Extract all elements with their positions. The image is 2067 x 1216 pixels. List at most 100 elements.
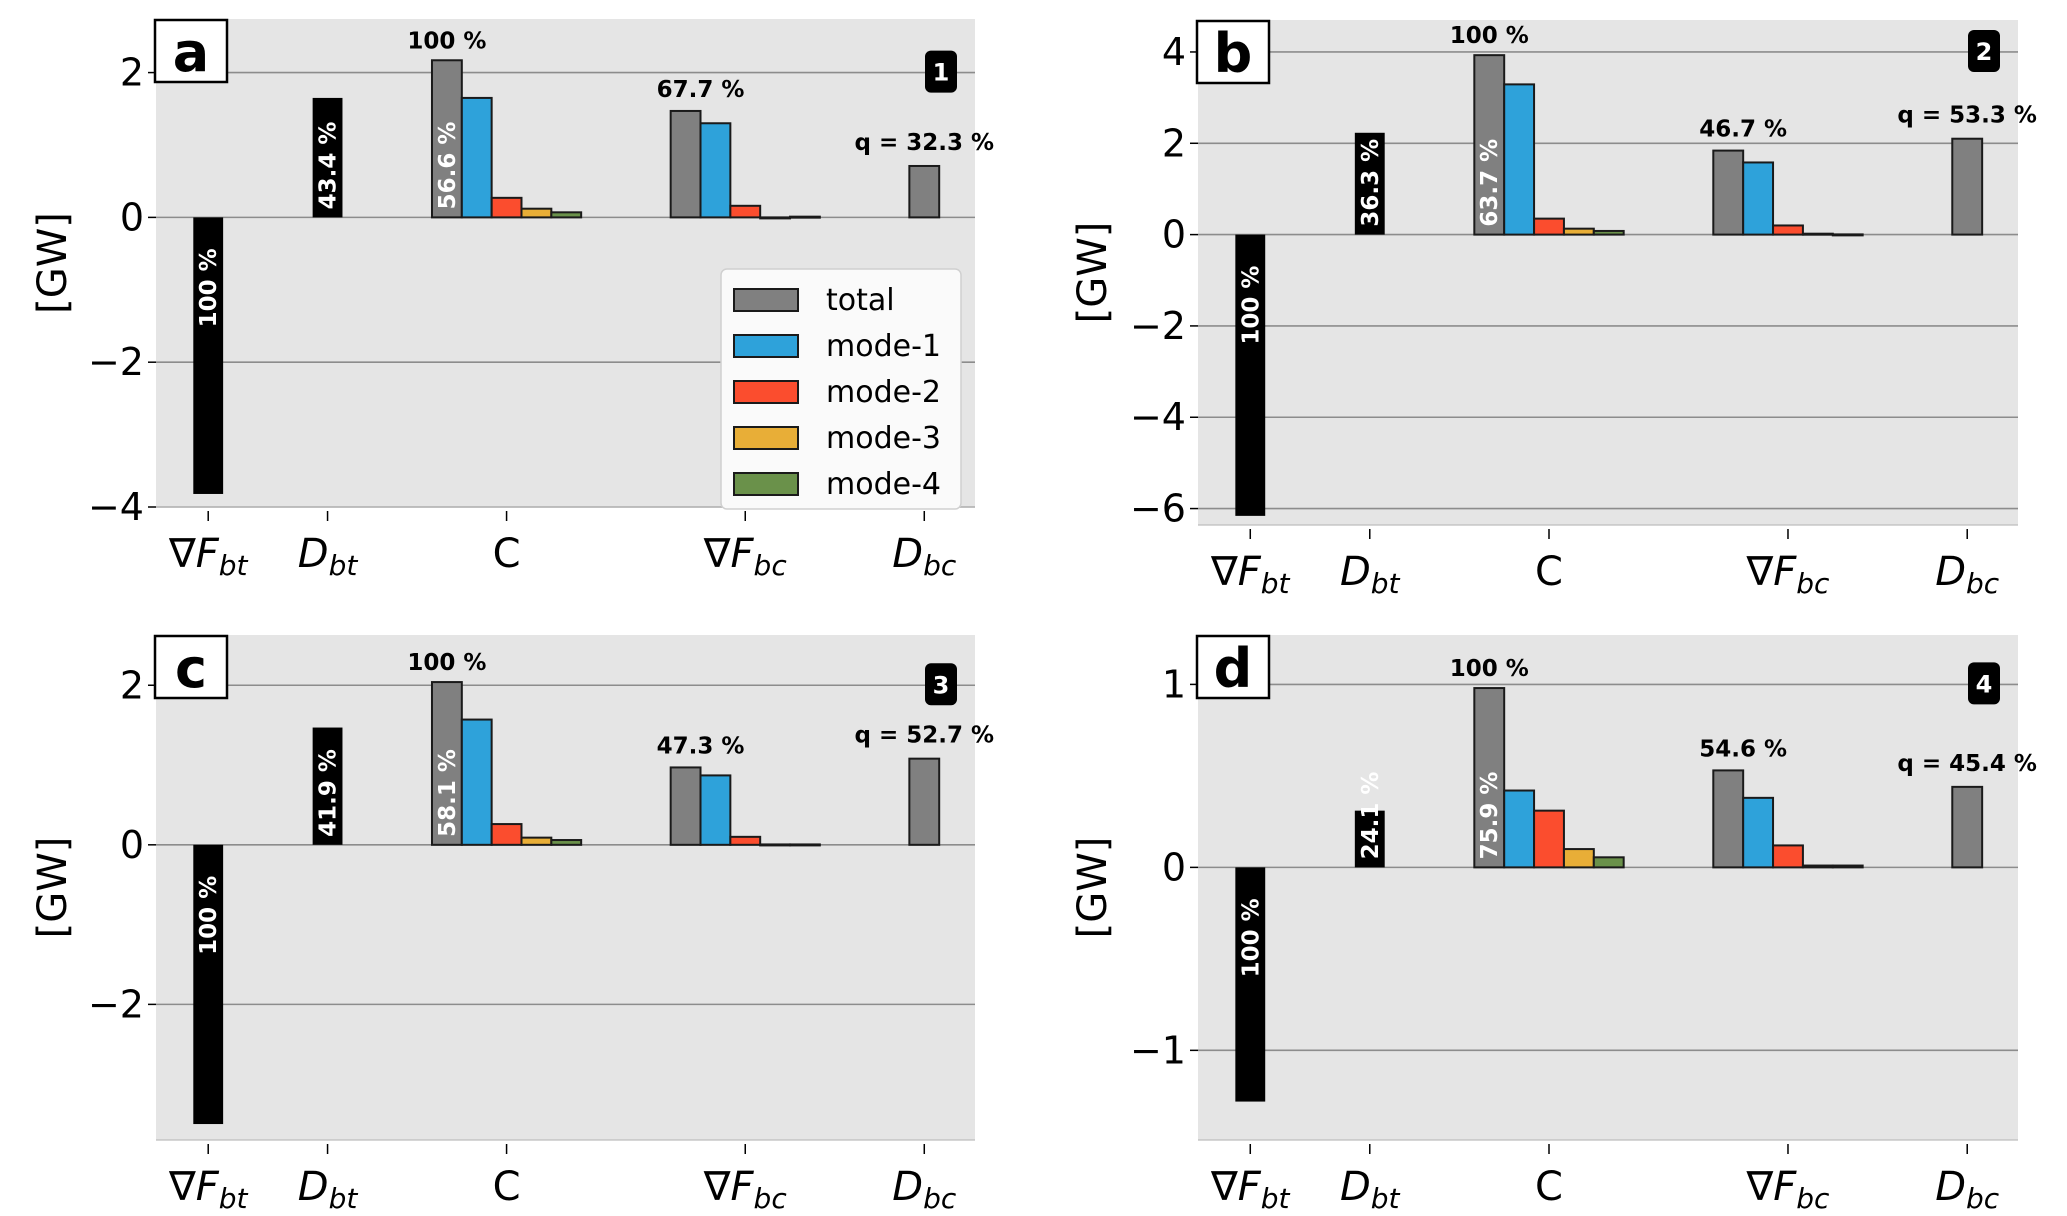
xtick-label-main: ∇F — [168, 1164, 220, 1210]
ytick-label: 2 — [120, 663, 144, 707]
xtick-label-main: ∇F — [703, 1164, 755, 1210]
xtick-label-main: ∇F — [168, 531, 220, 577]
xtick-label-gradFbc: ∇Fbc — [1746, 549, 1831, 600]
label-gradFbt-pct: 100 % — [196, 248, 222, 327]
xtick-label-gradFbc: ∇Fbc — [703, 1164, 788, 1215]
xtick-label-main: D — [892, 1164, 923, 1210]
bar-C-mode-4 — [1592, 229, 1625, 236]
xtick-label-main: C — [493, 1164, 521, 1210]
xtick-label-C: C — [1535, 1164, 1563, 1210]
xtick-label-main: ∇F — [703, 531, 755, 577]
xtick-label-main: D — [1935, 1164, 1966, 1210]
legend: total mode-1 mode-2 mode-3 mode-4 — [720, 268, 962, 510]
ytick-label: 2 — [1162, 121, 1186, 165]
xtick-label-sub: bt — [219, 549, 249, 582]
xtick-label-main: ∇F — [1210, 1164, 1262, 1210]
bar-gradFbc-mode-4 — [789, 215, 821, 219]
label-gradFbt-pct: 100 % — [196, 876, 222, 955]
bar-gradFbc-mode-1 — [699, 122, 732, 219]
bar-C-total — [430, 59, 463, 219]
ytick-label: 0 — [1162, 845, 1186, 889]
bar-C-mode-3 — [520, 207, 553, 219]
bar-C-mode-1 — [460, 96, 493, 219]
xtick-label-sub: bc — [754, 549, 788, 582]
bar-gradFbc-total — [669, 766, 702, 846]
bar-Dbc-total — [1951, 785, 1984, 869]
xtick-label-gradFbc: ∇Fbc — [703, 531, 788, 582]
xtick-label-Dbc: Dbc — [1935, 1164, 2000, 1215]
bar-C-mode-1 — [460, 718, 493, 846]
panel-letter: c — [175, 637, 207, 700]
ytick-label: −2 — [1130, 304, 1186, 348]
xtick-label-main: ∇F — [1746, 1164, 1798, 1210]
xtick-label-sub: bt — [1371, 1182, 1401, 1215]
panel-letter: a — [173, 21, 209, 84]
legend-label-mode-4: mode-4 — [826, 467, 941, 502]
label-C-inbar-pct: 63.7 % — [1477, 139, 1503, 227]
bar-gradFbc-total — [669, 109, 702, 219]
y-axis-label: [GW] — [30, 212, 76, 314]
bar-gradFbt — [193, 844, 224, 1125]
axes-background — [1198, 635, 2018, 1140]
bar-Dbt — [1354, 132, 1385, 235]
xtick-label-main: ∇F — [1746, 549, 1798, 595]
bar-C-total — [430, 681, 463, 846]
xtick-label-main: C — [1535, 1164, 1563, 1210]
label-Dbc-q: q = 45.4 % — [1897, 751, 2037, 777]
xtick-label-sub: bc — [1796, 567, 1830, 600]
bar-Dbt — [1354, 810, 1385, 868]
legend-swatch-mode-1 — [733, 334, 799, 358]
legend-swatch-mode-3 — [733, 426, 799, 450]
xtick-label-sub: bt — [219, 1182, 249, 1215]
ytick-label: −4 — [1130, 395, 1186, 439]
xtick-label-C: C — [493, 1164, 521, 1210]
bar-C-total — [1473, 687, 1506, 869]
label-C-top-pct: 100 % — [1450, 23, 1529, 49]
bar-gradFbc-total — [1712, 769, 1745, 869]
panel-letter-box — [153, 634, 229, 700]
y-axis-label: [GW] — [1070, 837, 1116, 939]
xtick-label-Dbt: Dbt — [298, 1164, 359, 1215]
axes-background — [1198, 20, 2018, 525]
y-axis-label: [GW] — [30, 837, 76, 939]
xtick-label-main: ∇F — [1210, 549, 1262, 595]
xtick-label-Dbt: Dbt — [298, 531, 359, 582]
xtick-label-sub: bc — [1966, 1182, 2000, 1215]
bar-C-mode-1 — [1503, 83, 1536, 236]
panel-number-badge-text: 1 — [933, 59, 950, 87]
bar-C-mode-4 — [550, 211, 583, 219]
xtick-label-gradFbt: ∇Fbt — [1210, 549, 1291, 600]
label-gradFbc-pct: 46.7 % — [1699, 117, 1787, 143]
xtick-label-Dbc: Dbc — [1935, 549, 2000, 600]
ytick-label: −1 — [1130, 1028, 1186, 1072]
panel-number-badge-text: 4 — [1976, 670, 1993, 698]
label-C-top-pct: 100 % — [1450, 656, 1529, 682]
y-axis-label: [GW] — [1070, 222, 1116, 324]
bar-gradFbc-mode-4 — [1831, 233, 1864, 237]
bar-C-mode-3 — [1562, 227, 1595, 236]
label-gradFbt-pct: 100 % — [1238, 898, 1264, 977]
bar-C-mode-1 — [1503, 789, 1536, 869]
label-C-inbar-pct: 75.9 % — [1477, 772, 1503, 860]
label-gradFbc-pct: 47.3 % — [657, 733, 745, 759]
legend-label-mode-1: mode-1 — [826, 329, 941, 364]
ytick-label: 2 — [120, 51, 144, 95]
xtick-label-sub: bc — [1966, 567, 2000, 600]
bar-Dbc-total — [908, 757, 941, 846]
legend-swatch-mode-4 — [733, 472, 799, 496]
panel-letter: b — [1214, 22, 1253, 85]
bar-C-mode-4 — [550, 839, 583, 846]
xtick-label-C: C — [1535, 549, 1563, 595]
bar-C-mode-3 — [520, 836, 553, 846]
xtick-label-C: C — [493, 531, 521, 577]
panel-letter: d — [1214, 637, 1253, 700]
xtick-label-gradFbt: ∇Fbt — [1210, 1164, 1291, 1215]
ytick-label: −4 — [88, 485, 144, 529]
label-Dbt-pct: 41.9 % — [316, 749, 342, 837]
legend-label-mode-3: mode-3 — [826, 421, 941, 456]
xtick-label-sub: bt — [1371, 567, 1401, 600]
